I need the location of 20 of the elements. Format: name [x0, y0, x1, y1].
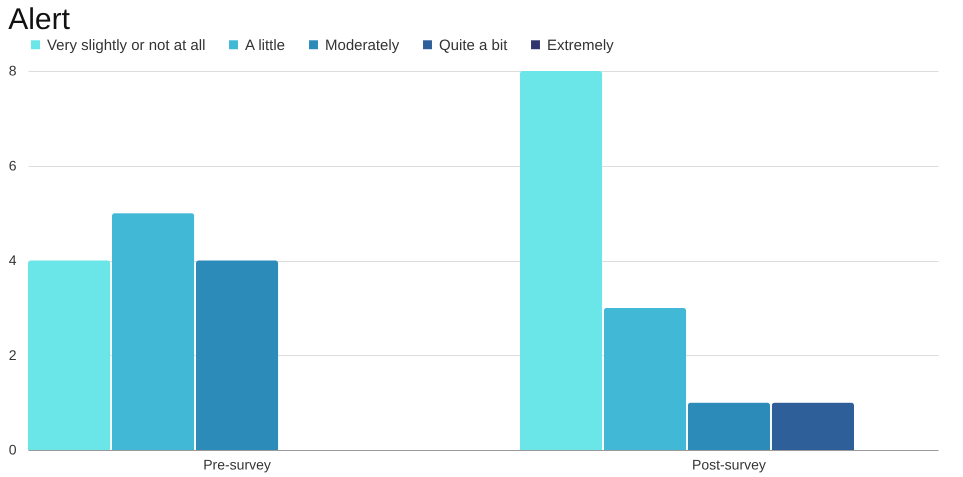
- bar: [28, 260, 110, 450]
- y-tick-label: 2: [8, 346, 17, 363]
- bar: [772, 402, 854, 450]
- x-tick-label: Post-survey: [692, 456, 766, 472]
- y-tick-label: 6: [8, 157, 17, 174]
- legend-label: Moderately: [325, 36, 400, 54]
- y-tick-label: 0: [8, 442, 17, 458]
- x-tick-label: Pre-survey: [203, 456, 271, 472]
- y-tick-label: 8: [8, 62, 17, 78]
- bar: [688, 402, 770, 450]
- bar: [196, 260, 278, 450]
- chart-title: Alert: [8, 3, 71, 36]
- legend-label: A little: [245, 36, 286, 54]
- legend-label: Quite a bit: [439, 36, 508, 54]
- bar: [520, 71, 602, 450]
- bar: [112, 213, 194, 450]
- y-tick-label: 4: [8, 252, 17, 268]
- legend-label: Extremely: [547, 36, 614, 54]
- bar: [604, 308, 686, 450]
- legend-label: Very slightly or not at all: [47, 36, 206, 54]
